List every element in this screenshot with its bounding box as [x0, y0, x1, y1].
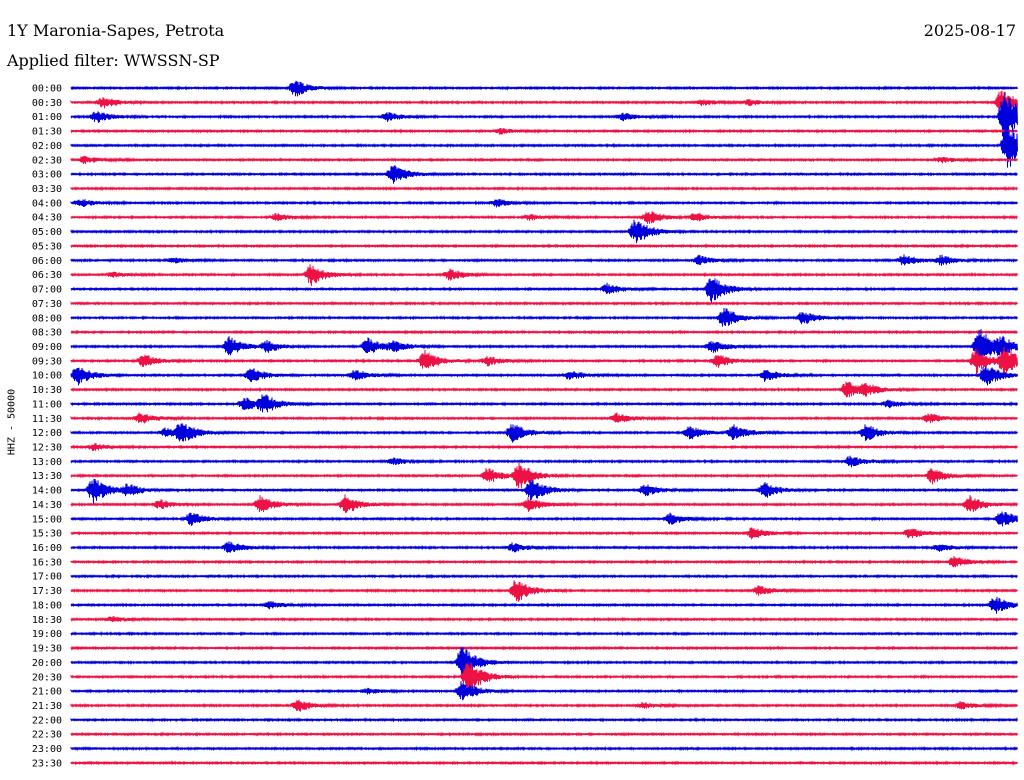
row-label: 18:00 [32, 600, 62, 611]
row-label: 04:30 [32, 213, 62, 224]
row-label: 08:00 [32, 313, 62, 324]
seismic-trace-1400 [70, 478, 1018, 504]
row-label: 22:30 [32, 730, 62, 741]
seismic-trace-0700 [70, 278, 1018, 304]
filter-label: Applied filter: WWSSN-SP [7, 51, 220, 70]
row-label: 15:30 [32, 529, 62, 540]
seismic-trace-2030 [70, 662, 1018, 694]
row-label: 19:30 [32, 644, 62, 655]
row-label: 02:30 [32, 155, 62, 166]
row-label: 02:00 [32, 141, 62, 152]
row-label: 09:00 [32, 342, 62, 353]
row-label: 12:00 [32, 428, 62, 439]
row-label: 19:00 [32, 629, 62, 640]
row-label: 00:30 [32, 98, 62, 109]
row-label: 23:00 [32, 744, 62, 755]
row-label: 05:30 [32, 241, 62, 252]
row-label: 05:00 [32, 227, 62, 238]
row-label: 01:30 [32, 127, 62, 138]
station-title: 1Y Maronia-Sapes, Petrota [7, 21, 225, 40]
row-label: 04:00 [32, 198, 62, 209]
row-label: 21:00 [32, 687, 62, 698]
row-label: 06:00 [32, 256, 62, 267]
row-label: 16:30 [32, 557, 62, 568]
row-label: 03:30 [32, 184, 62, 195]
row-label: 03:00 [32, 170, 62, 181]
row-label: 20:00 [32, 658, 62, 669]
row-label: 08:30 [32, 328, 62, 339]
row-label: 21:30 [32, 701, 62, 712]
row-label: 00:00 [32, 84, 62, 95]
row-label: 11:30 [32, 414, 62, 425]
y-axis-label: HHZ - 50000 [6, 388, 18, 456]
row-label: 13:00 [32, 457, 62, 468]
date-label: 2025-08-17 [923, 21, 1016, 40]
row-label: 14:00 [32, 486, 62, 497]
row-label: 16:00 [32, 543, 62, 554]
row-label: 22:00 [32, 715, 62, 726]
row-label: 15:00 [32, 514, 62, 525]
row-label: 13:30 [32, 471, 62, 482]
row-label: 01:00 [32, 112, 62, 123]
row-label: 18:30 [32, 615, 62, 626]
seismic-trace-1430 [70, 494, 1018, 513]
row-label: 17:00 [32, 572, 62, 583]
row-label: 06:30 [32, 270, 62, 281]
row-label: 23:30 [32, 758, 62, 769]
row-label: 10:00 [32, 371, 62, 382]
row-label: 09:30 [32, 356, 62, 367]
row-label: 14:30 [32, 500, 62, 511]
row-label: 07:00 [32, 285, 62, 296]
row-label: 20:30 [32, 672, 62, 683]
row-label: 07:30 [32, 299, 62, 310]
row-label: 11:00 [32, 399, 62, 410]
row-label: 17:30 [32, 586, 62, 597]
row-label: 12:30 [32, 443, 62, 454]
row-label: 10:30 [32, 385, 62, 396]
